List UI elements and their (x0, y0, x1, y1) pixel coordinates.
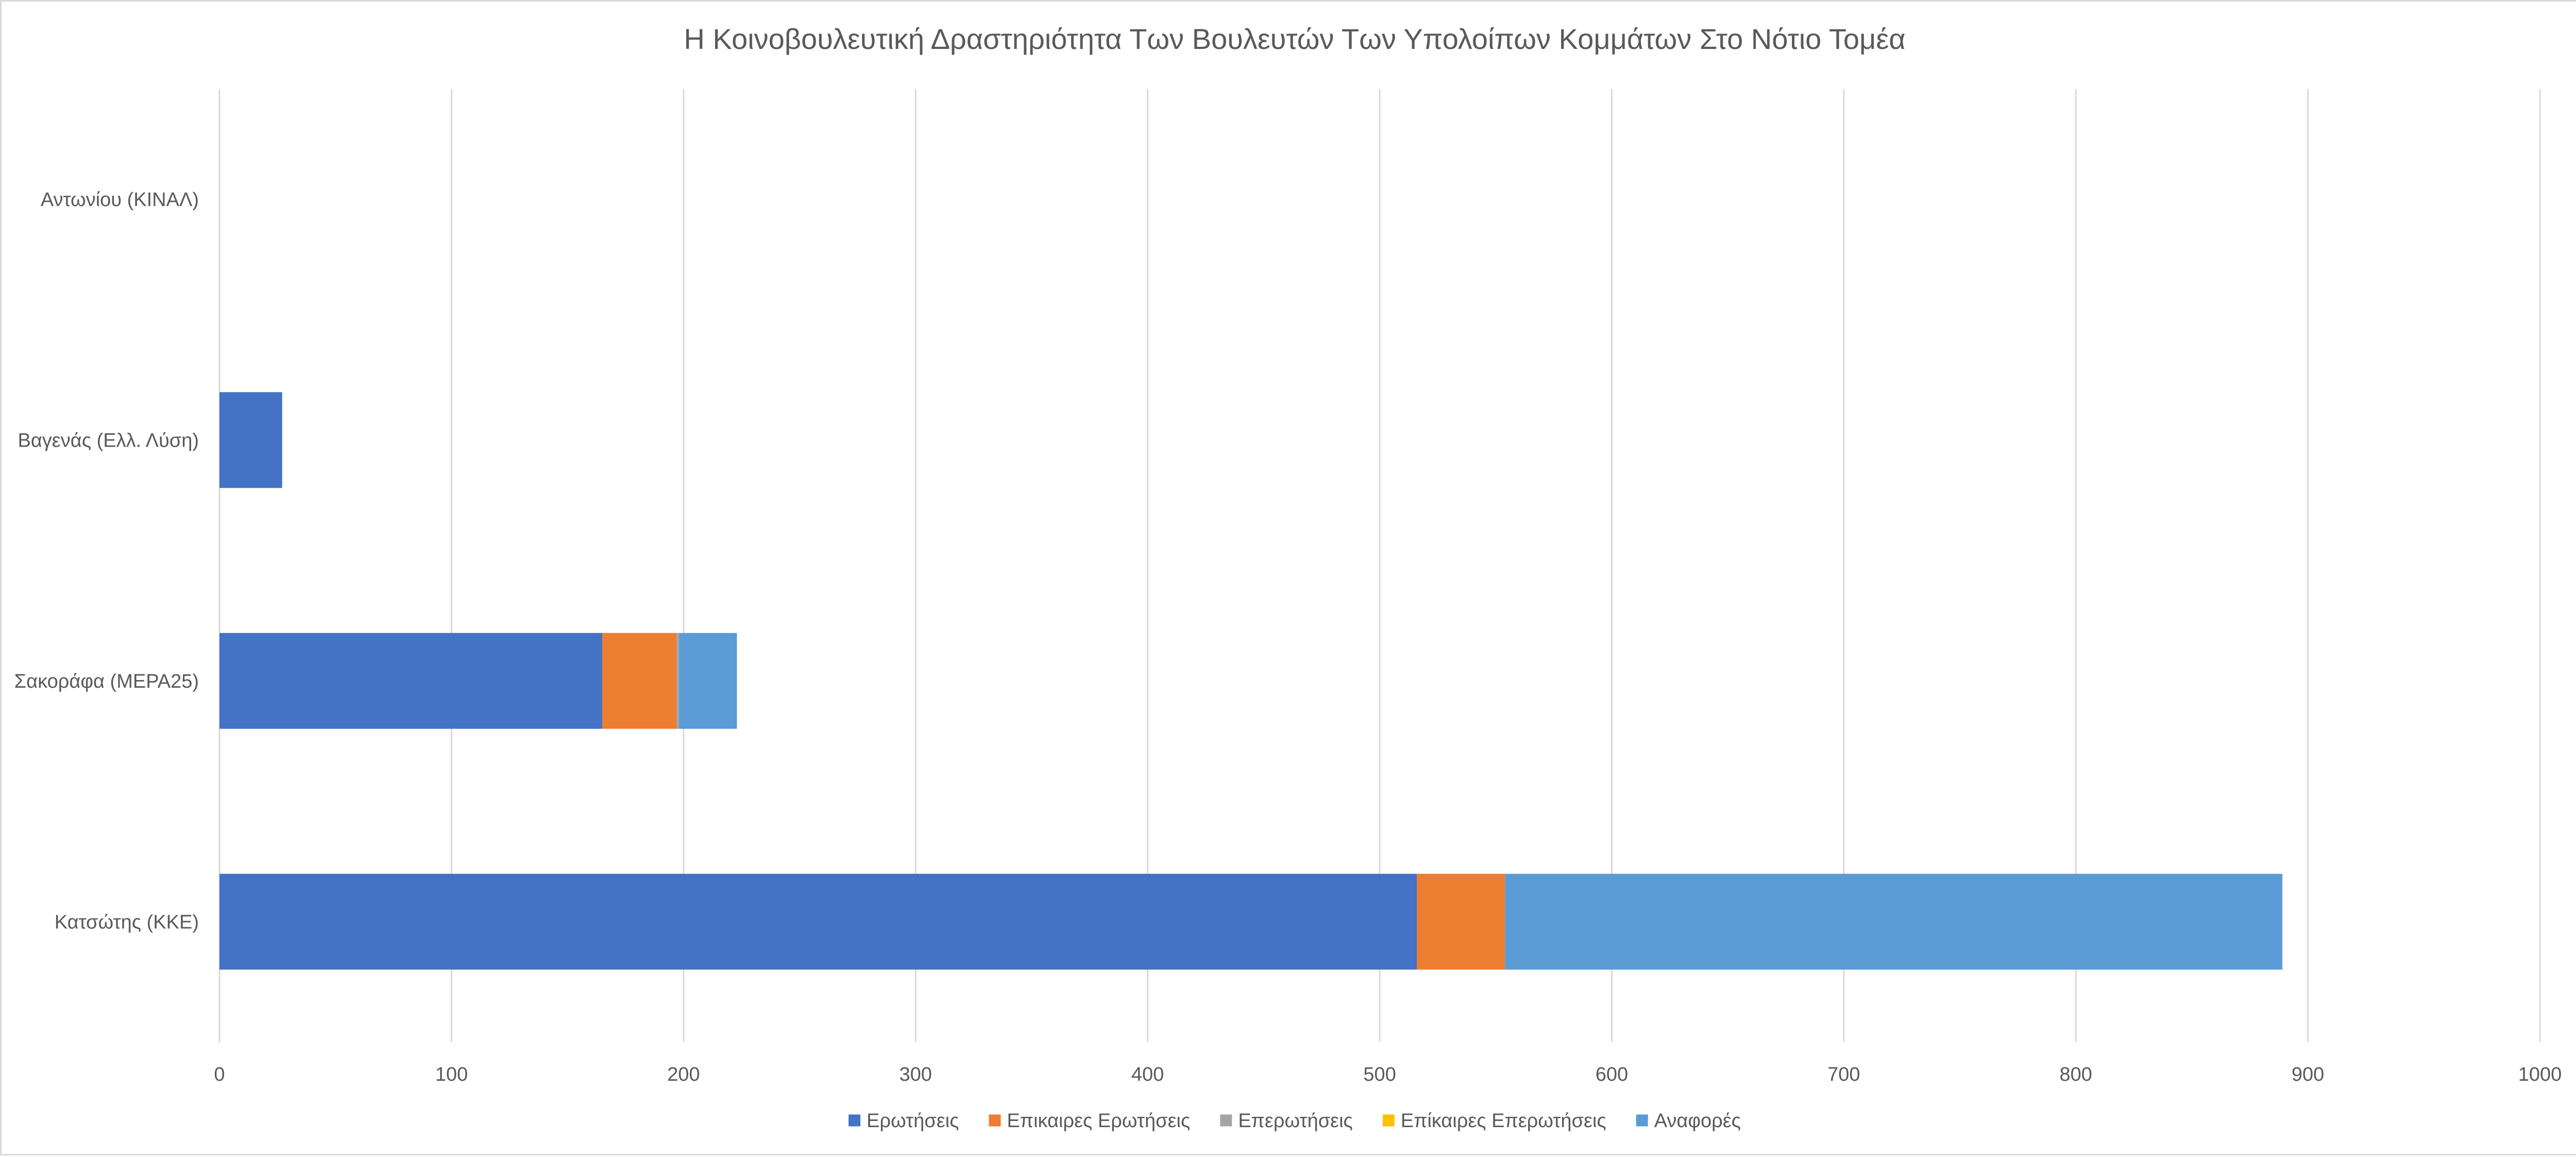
legend-label: Ερωτήσεις (867, 1110, 959, 1132)
bar-segment (219, 874, 1417, 970)
legend-swatch (1636, 1114, 1648, 1127)
bar-segment (219, 633, 603, 729)
x-tick-label: 600 (1596, 1064, 1628, 1085)
legend-label: Αναφορές (1654, 1110, 1741, 1132)
x-tick-label: 400 (1131, 1064, 1164, 1085)
y-category-label: Σακοράφα (ΜΕΡΑ25) (14, 671, 199, 692)
legend-swatch (1220, 1114, 1232, 1127)
x-axis-ticks: 0 100 200 300 400 500 600 700 800 900 1000 (214, 1064, 2562, 1085)
legend-swatch (989, 1114, 1001, 1127)
bar-segment (219, 392, 282, 488)
x-tick-label: 0 (214, 1064, 225, 1085)
y-category-label: Αντωνίου (ΚΙΝΑΛ) (41, 189, 199, 211)
legend-swatch (1382, 1114, 1395, 1127)
legend: Ερωτήσεις Επικαιρες Ερωτήσεις Επερωτήσεις Ε… (849, 1110, 1741, 1132)
y-category-label: Κατσώτης (ΚΚΕ) (55, 911, 199, 933)
legend-label: Επίκαιρες Επερωτήσεις (1401, 1110, 1606, 1132)
y-category-label: Βαγενάς (Ελλ. Λύση) (18, 430, 199, 451)
x-tick-label: 100 (435, 1064, 468, 1085)
x-tick-label: 200 (667, 1064, 700, 1085)
bar-segment (602, 633, 677, 729)
x-tick-label: 900 (2292, 1064, 2324, 1085)
x-tick-label: 500 (1363, 1064, 1396, 1085)
x-tick-label: 300 (899, 1064, 931, 1085)
legend-label: Επερωτήσεις (1238, 1110, 1353, 1132)
gridlines (218, 89, 2541, 1042)
legend-swatch (849, 1114, 861, 1127)
chart-title: Η Κοινοβουλευτική Δραστηριότητα Των Βουλ… (684, 23, 1905, 55)
bar-segment (676, 633, 679, 729)
x-tick-label: 800 (2059, 1064, 2092, 1085)
legend-label: Επικαιρες Ερωτήσεις (1007, 1110, 1190, 1132)
y-axis-categories: Κατσώτης (ΚΚΕ) Σακοράφα (ΜΕΡΑ25) Βαγενάς (… (14, 189, 199, 933)
bar-segment (1417, 874, 1505, 970)
bar-segment (679, 633, 737, 729)
x-tick-label: 1000 (2518, 1064, 2562, 1085)
bars (219, 392, 2283, 970)
x-tick-label: 700 (1827, 1064, 1860, 1085)
bar-segment (1505, 874, 2283, 970)
